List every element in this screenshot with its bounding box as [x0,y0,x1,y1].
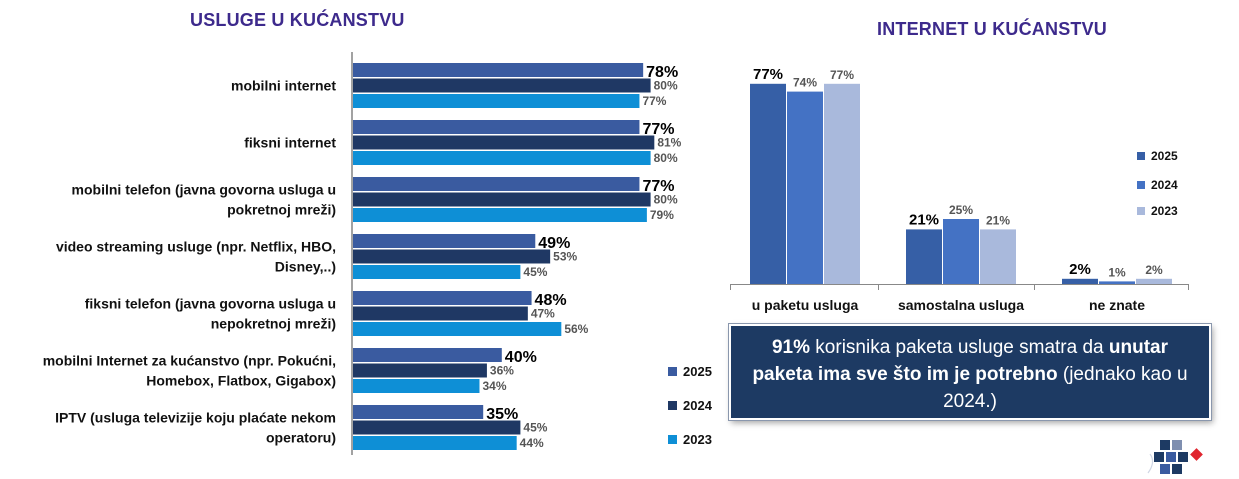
data-label-2024: 45% [523,421,547,435]
bar-2024 [1099,281,1135,284]
category-label: IPTV (usluga televizije koju plaćate nek… [55,410,336,426]
bar-2023 [353,322,562,336]
bar-2025 [353,348,502,362]
legend-label-2023: 2023 [1151,204,1178,218]
legend-swatch-2024 [1137,181,1145,189]
bar-2024 [787,91,823,284]
data-label-2024: 47% [531,307,555,321]
bar-2025 [353,63,644,77]
data-label-2023: 21% [986,213,1010,227]
category-label: fiksni telefon (javna govorna usluga u [85,296,336,312]
callout-percent: 91% [771,337,811,358]
internet-bar-chart: 77% 74% 77% u paketu usluga 21% 25% 21% samosta… [730,66,1189,313]
data-label-2023: 45% [523,265,547,279]
data-label-2025: 35% [486,406,518,423]
bar-2024 [353,135,655,150]
category-label: samostalna usluga [898,297,1024,313]
legend-swatch-2025 [668,367,677,376]
data-label-2023: 77% [642,94,666,108]
legend-label-2024: 2024 [1151,178,1178,192]
callout-highlight: unutar paketa ima sve što im je potrebno [752,337,1169,385]
data-label-2024: 80% [654,79,678,93]
category-label: video streaming usluge (npr. Netflix, HB… [56,239,336,255]
callout-box: 91% korisnika paketa usluge smatra da un… [729,324,1211,420]
legend-swatch-2023 [1137,207,1145,215]
bar-2023 [1136,278,1172,284]
data-label-2024: 1% [1108,265,1126,279]
bar-2024 [353,78,651,93]
bar-2025 [353,405,484,419]
legend-swatch-2024 [668,401,677,410]
category-label: mobilni internet [231,78,336,94]
data-label-2023: 44% [520,436,544,450]
category-label: ne znate [1089,297,1145,313]
bar-2023 [824,83,860,284]
category-label: pokretnoj mreži) [227,202,336,218]
data-label-2024: 74% [793,76,817,90]
right-chart-title: INTERNET U KUĆANSTVU [877,19,1108,39]
bar-2023 [353,436,517,450]
legend-swatch-2025 [1137,152,1145,160]
data-label-2025: 40% [505,349,537,366]
bar-2024 [353,363,487,378]
callout-text-2: (jednako kao u 2024.) [943,364,1188,412]
data-label-2023: 80% [654,151,678,165]
bar-2025 [1062,278,1098,284]
bar-2024 [353,420,521,435]
category-label: operatoru) [266,430,336,446]
legend-label-2023: 2023 [683,432,712,447]
category-label: fiksni internet [244,135,336,151]
left-chart-title: USLUGE U KUĆANSTVU [190,10,405,30]
data-label-2025: 78% [646,64,678,81]
bar-2025 [750,83,786,284]
data-label-2024: 53% [553,250,577,264]
data-label-2024: 81% [657,136,681,150]
data-label-2025: 77% [642,178,674,195]
bar-2023 [353,94,640,108]
category-label: Homebox, Flatbox, Gigabox) [146,373,336,389]
category-label: Disney,..) [275,259,336,275]
data-label-2024: 25% [949,203,973,217]
data-label-2024: 36% [490,364,514,378]
bar-2023 [353,151,651,165]
category-label: nepokretnoj mreži) [211,316,336,332]
legend-label-2024: 2024 [683,398,713,413]
data-label-2023: 77% [830,68,854,82]
data-label-2024: 80% [654,193,678,207]
bar-2023 [353,379,480,393]
data-label-2025: 21% [909,211,939,228]
category-label: u paketu usluga [752,297,859,313]
category-label: mobilni Internet za kućanstvo (npr. Poku… [43,353,336,369]
data-label-2023: 56% [564,322,588,336]
bar-2023 [353,265,521,279]
callout-text-1: korisnika paketa usluge smatra da [810,337,1109,358]
data-label-2025: 77% [753,66,783,83]
bar-2024 [353,249,551,264]
data-label-2025: 2% [1069,261,1091,278]
data-label-2023: 34% [482,379,506,393]
data-label-2025: 77% [642,121,674,138]
logo-icon [1147,440,1203,474]
bar-2025 [353,177,640,191]
legend-swatch-2023 [668,435,677,444]
bar-2025 [353,291,532,305]
bar-2024 [353,192,651,207]
category-label: mobilni telefon (javna govorna usluga u [72,182,336,198]
legend-label-2025: 2025 [683,364,712,379]
bar-2023 [980,229,1016,284]
data-label-2023: 2% [1145,263,1163,277]
data-label-2023: 79% [650,208,674,222]
data-label-2025: 48% [535,292,567,309]
bar-2025 [353,120,640,134]
bar-2025 [906,229,942,284]
data-label-2025: 49% [538,235,570,252]
bar-2024 [943,219,979,284]
bar-2023 [353,208,647,222]
bar-2024 [353,306,528,321]
bar-2025 [353,234,536,248]
legend-label-2025: 2025 [1151,149,1178,163]
